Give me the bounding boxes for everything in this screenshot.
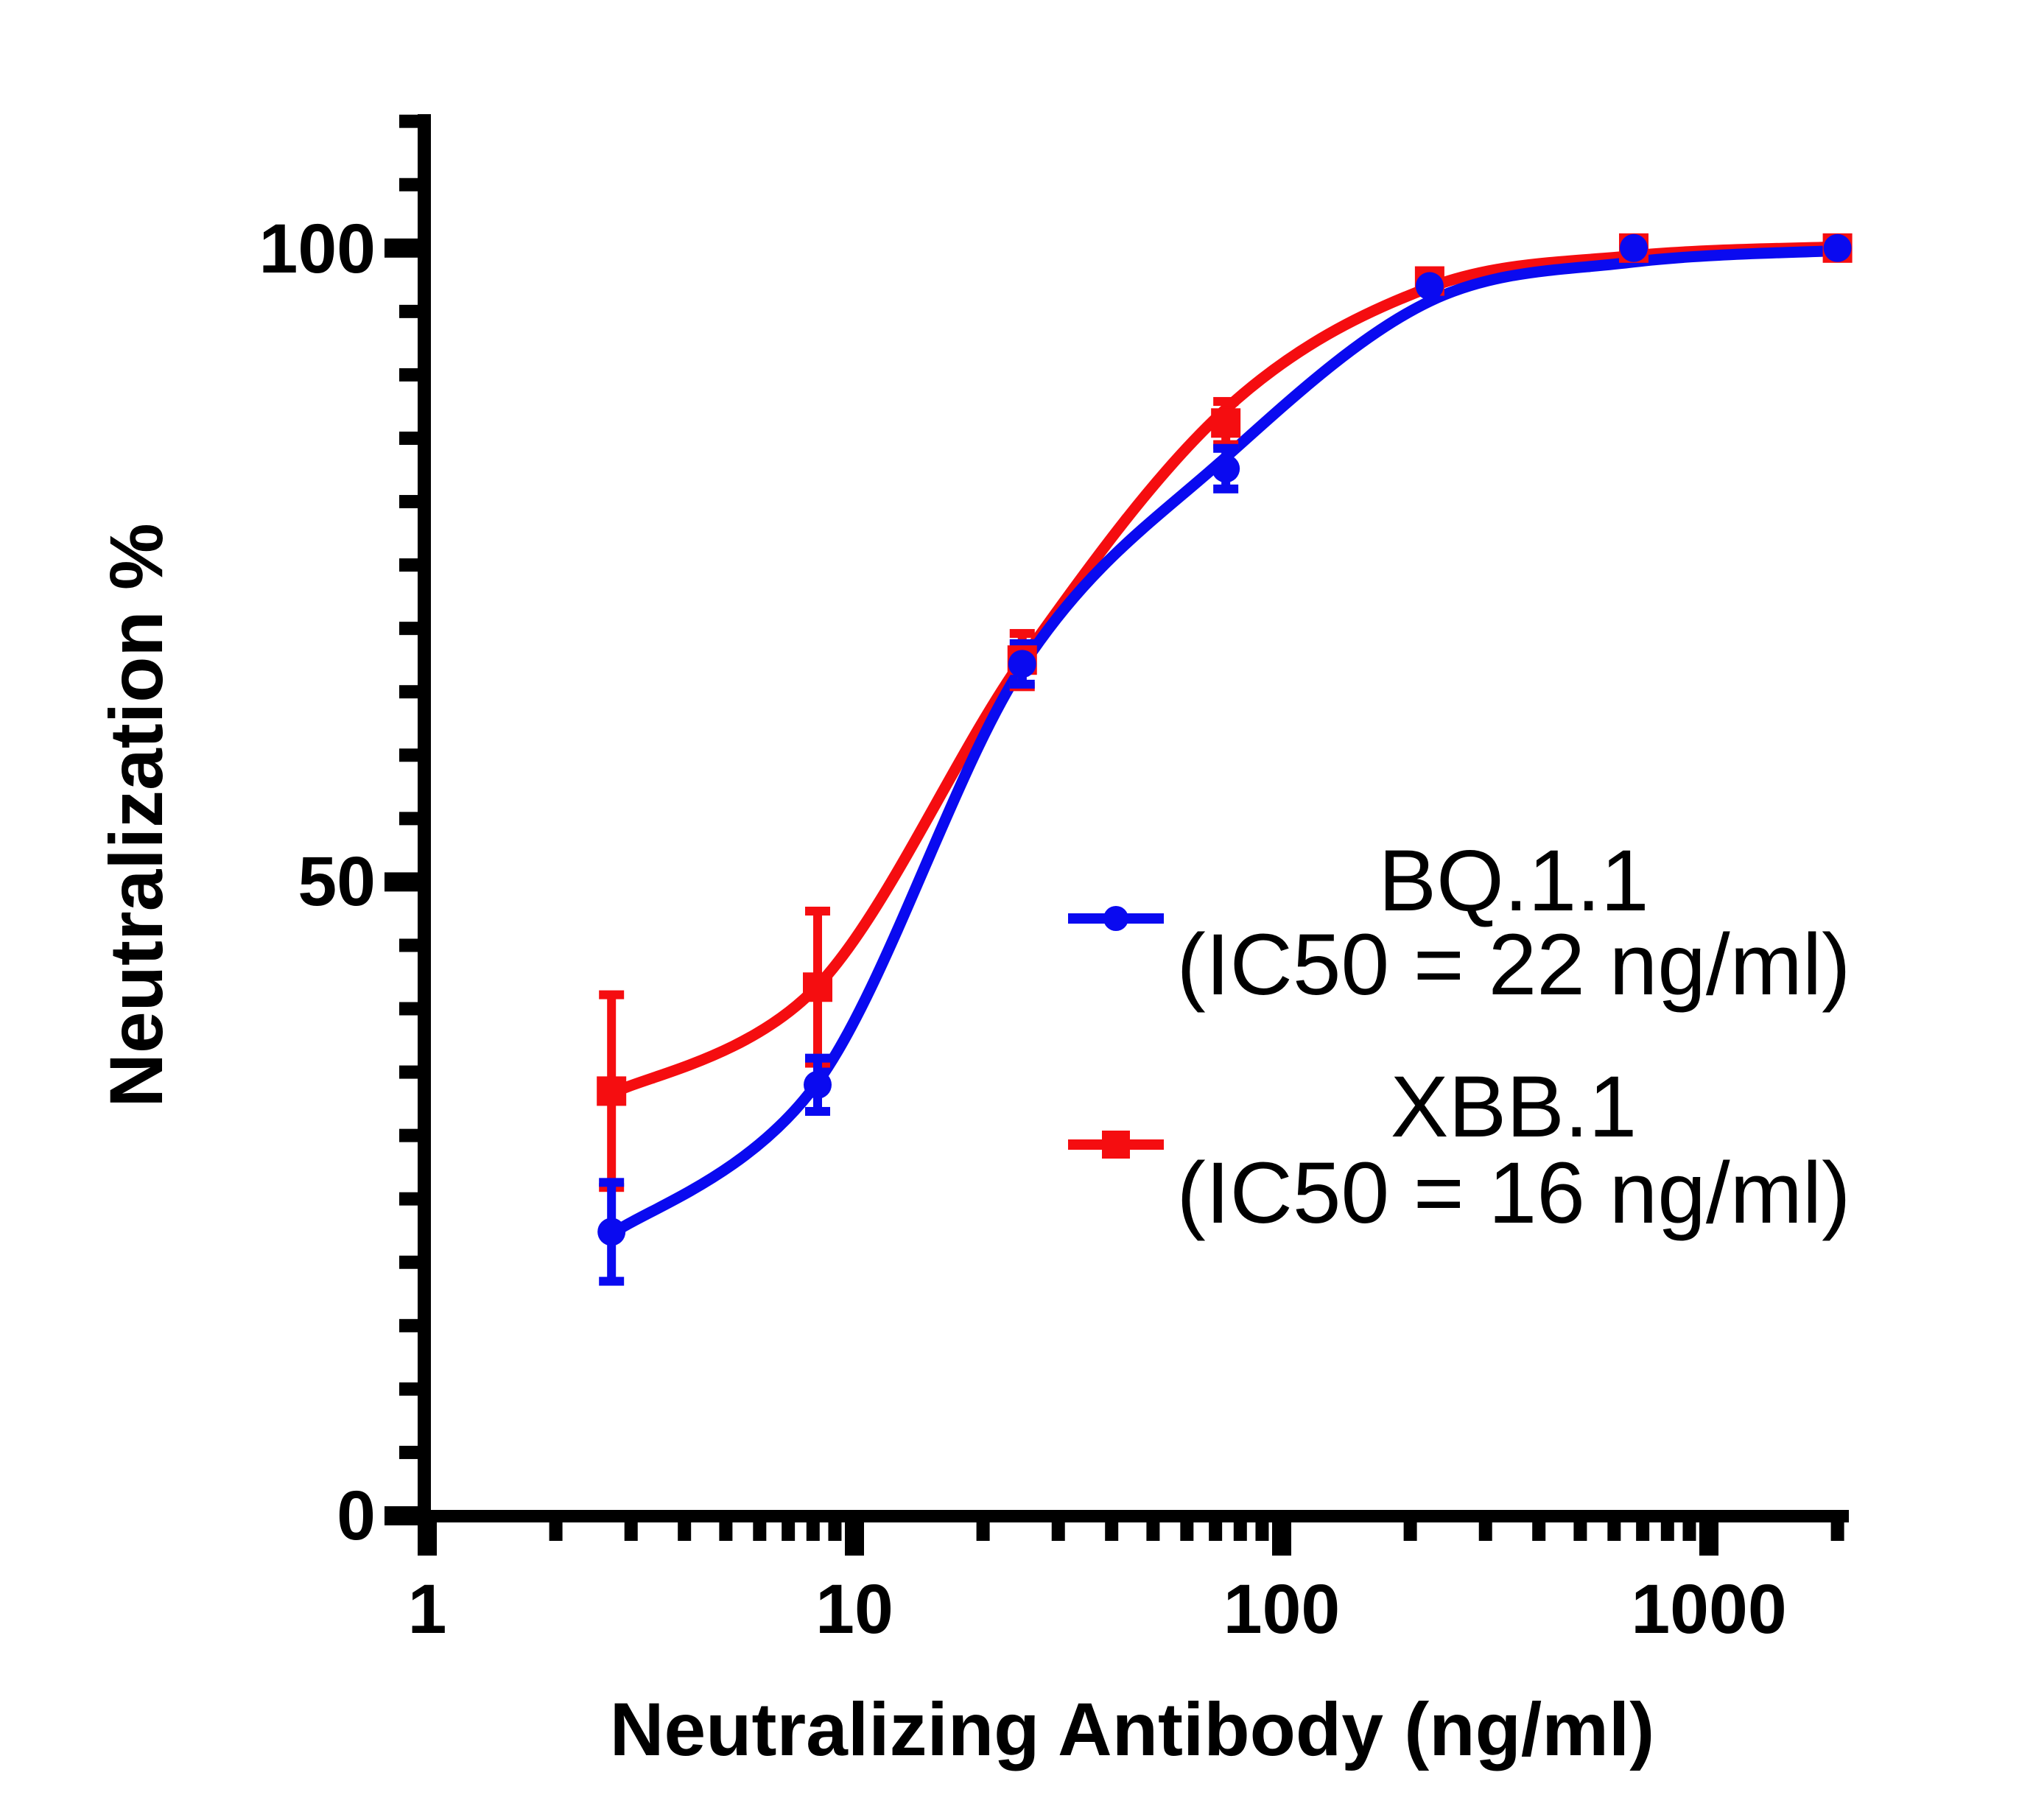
- x-major-tick-1: [418, 1522, 437, 1556]
- xbb1-error-bar-3-cap-top: [1213, 397, 1239, 407]
- y-minor-tick-35: [399, 1065, 418, 1079]
- x-major-tick-100: [1272, 1522, 1291, 1556]
- y-minor-tick-15: [399, 1318, 418, 1332]
- bq11-error-bar-0-cap-top: [599, 1178, 625, 1187]
- y-major-tick-50: [385, 872, 418, 892]
- x-minor-tick-600: [1607, 1522, 1621, 1541]
- y-minor-tick-60: [399, 748, 418, 762]
- y-minor-tick-55: [399, 812, 418, 826]
- x-minor-tick-500: [1573, 1522, 1587, 1541]
- x-axis-line: [418, 1510, 1849, 1522]
- bq11-point-4: [1415, 272, 1444, 301]
- x-minor-tick-2: [549, 1522, 563, 1541]
- legend-xbb1-square-marker: [1102, 1131, 1130, 1159]
- x-minor-tick-300: [1478, 1522, 1492, 1541]
- y-minor-tick-105: [399, 178, 418, 192]
- bq11-point-1: [804, 1070, 832, 1099]
- bq11-error-bar-3-cap-bottom: [1213, 484, 1239, 493]
- xbb1-point-3: [1211, 408, 1241, 438]
- y-tick-label-50: 50: [298, 843, 376, 921]
- y-minor-tick-80: [399, 495, 418, 509]
- plot-series: [597, 233, 1853, 1286]
- x-minor-tick-80: [1233, 1522, 1247, 1541]
- x-minor-tick-2000: [1830, 1522, 1844, 1541]
- x-minor-tick-90: [1255, 1522, 1269, 1541]
- y-axis-line: [418, 114, 431, 1522]
- legend-xbb1-ic50: (IC50 = 16 ng/ml): [1177, 1145, 1851, 1242]
- legend-xbb1-name: XBB.1: [1391, 1058, 1637, 1156]
- y-axis-ticks: [385, 114, 418, 1525]
- bq11-error-bar-3-cap-top: [1213, 443, 1239, 453]
- x-axis-title: Neutralizing Antibody (ng/ml): [610, 1687, 1654, 1771]
- y-minor-tick-95: [399, 304, 418, 318]
- x-minor-tick-4: [678, 1522, 692, 1541]
- legend-bq11-ic50: (IC50 = 22 ng/ml): [1177, 916, 1851, 1013]
- x-tick-label-1: 1: [408, 1570, 447, 1648]
- bq11-error-bar-1-cap-bottom: [805, 1106, 831, 1116]
- x-minor-tick-70: [1209, 1522, 1223, 1541]
- x-minor-tick-8: [806, 1522, 820, 1541]
- x-major-tick-10: [845, 1522, 864, 1556]
- bq11-point-5: [1619, 233, 1648, 262]
- x-minor-tick-60: [1180, 1522, 1194, 1541]
- xbb1-error-bar-1-cap-top: [805, 906, 831, 916]
- y-minor-tick-75: [399, 558, 418, 572]
- bq11-point-3: [1212, 454, 1240, 483]
- y-minor-tick-110: [399, 114, 418, 128]
- xbb1-point-1: [803, 972, 833, 1002]
- y-axis-title: Neutralization %: [94, 523, 178, 1107]
- x-minor-tick-20: [976, 1522, 990, 1541]
- y-minor-tick-10: [399, 1382, 418, 1396]
- x-minor-tick-5: [719, 1522, 733, 1541]
- y-minor-tick-5: [399, 1445, 418, 1459]
- bq11-error-bar-1-cap-top: [805, 1053, 831, 1063]
- x-tick-label-100: 100: [1223, 1570, 1341, 1648]
- xbb1-error-bar-0-cap-top: [599, 990, 625, 999]
- x-minor-tick-200: [1403, 1522, 1417, 1541]
- x-minor-tick-800: [1660, 1522, 1674, 1541]
- x-minor-tick-50: [1146, 1522, 1160, 1541]
- y-minor-tick-85: [399, 431, 418, 445]
- legend: BQ.1.1 (IC50 = 22 ng/ml) XBB.1 (IC50 = 1…: [1068, 832, 1850, 1242]
- x-minor-tick-400: [1532, 1522, 1546, 1541]
- bq11-point-6: [1823, 233, 1852, 262]
- x-minor-tick-6: [753, 1522, 767, 1541]
- y-major-tick-100: [385, 238, 418, 258]
- x-minor-tick-40: [1105, 1522, 1119, 1541]
- x-minor-tick-7: [782, 1522, 796, 1541]
- x-minor-tick-3: [624, 1522, 638, 1541]
- x-minor-tick-700: [1636, 1522, 1650, 1541]
- y-minor-tick-70: [399, 622, 418, 636]
- y-minor-tick-40: [399, 1002, 418, 1016]
- y-tick-label-0: 0: [337, 1477, 376, 1555]
- y-minor-tick-90: [399, 368, 418, 382]
- legend-bq11-circle-marker: [1103, 906, 1128, 931]
- bq11-point-2: [1008, 650, 1036, 678]
- bq11-error-bar-2-cap-bottom: [1009, 679, 1035, 689]
- bq11-point-0: [597, 1218, 626, 1246]
- y-minor-tick-25: [399, 1192, 418, 1206]
- y-minor-tick-30: [399, 1128, 418, 1142]
- x-minor-tick-9: [828, 1522, 842, 1541]
- x-major-tick-1000: [1699, 1522, 1718, 1556]
- bq11-error-bar-0-cap-bottom: [599, 1276, 625, 1286]
- y-minor-tick-45: [399, 938, 418, 952]
- x-tick-label-10: 10: [815, 1570, 893, 1648]
- x-minor-tick-30: [1051, 1522, 1065, 1541]
- x-minor-tick-900: [1682, 1522, 1696, 1541]
- y-tick-label-100: 100: [259, 210, 376, 288]
- xbb1-error-bar-2-cap-top: [1009, 629, 1035, 639]
- x-tick-label-1000: 1000: [1631, 1570, 1786, 1648]
- xbb1-point-0: [597, 1076, 627, 1106]
- x-axis-ticks: [418, 1522, 1844, 1556]
- y-minor-tick-20: [399, 1255, 418, 1269]
- y-major-tick-0: [385, 1506, 418, 1525]
- y-minor-tick-65: [399, 685, 418, 699]
- legend-bq11-name: BQ.1.1: [1378, 832, 1648, 930]
